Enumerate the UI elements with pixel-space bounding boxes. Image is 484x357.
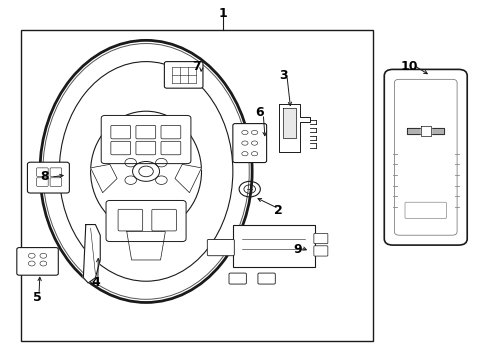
Ellipse shape [251, 130, 257, 135]
Polygon shape [283, 108, 295, 138]
Ellipse shape [251, 141, 257, 145]
Text: 5: 5 [33, 291, 42, 304]
FancyBboxPatch shape [313, 233, 327, 244]
FancyBboxPatch shape [257, 273, 275, 284]
FancyBboxPatch shape [232, 225, 314, 267]
Ellipse shape [29, 261, 35, 266]
Ellipse shape [251, 152, 257, 156]
FancyBboxPatch shape [118, 209, 142, 231]
Polygon shape [126, 232, 165, 260]
FancyBboxPatch shape [28, 162, 69, 193]
Polygon shape [175, 164, 201, 193]
Ellipse shape [40, 40, 252, 302]
FancyBboxPatch shape [151, 209, 176, 231]
Polygon shape [278, 104, 309, 152]
Ellipse shape [242, 141, 247, 145]
Ellipse shape [40, 253, 46, 258]
FancyBboxPatch shape [161, 141, 181, 155]
FancyBboxPatch shape [50, 168, 61, 176]
Ellipse shape [59, 62, 232, 281]
FancyBboxPatch shape [232, 124, 266, 162]
FancyBboxPatch shape [313, 246, 327, 256]
Text: 3: 3 [279, 69, 287, 82]
FancyBboxPatch shape [164, 62, 202, 88]
FancyBboxPatch shape [111, 125, 130, 139]
Text: 1: 1 [218, 7, 227, 20]
Ellipse shape [91, 111, 201, 232]
Polygon shape [407, 128, 423, 134]
Text: 8: 8 [40, 170, 49, 183]
FancyBboxPatch shape [50, 178, 61, 186]
Ellipse shape [242, 130, 247, 135]
Polygon shape [427, 128, 443, 134]
Bar [21, 30, 372, 341]
FancyBboxPatch shape [207, 240, 234, 256]
FancyBboxPatch shape [136, 125, 155, 139]
Ellipse shape [29, 253, 35, 258]
Text: 7: 7 [192, 60, 201, 74]
FancyBboxPatch shape [161, 125, 181, 139]
Ellipse shape [40, 261, 46, 266]
FancyBboxPatch shape [36, 178, 48, 186]
FancyBboxPatch shape [101, 115, 191, 164]
Text: 4: 4 [91, 276, 100, 290]
Text: 2: 2 [274, 204, 283, 217]
Polygon shape [420, 126, 430, 136]
FancyBboxPatch shape [17, 247, 58, 275]
Text: 6: 6 [255, 106, 263, 120]
FancyBboxPatch shape [106, 201, 186, 242]
FancyBboxPatch shape [111, 141, 130, 155]
Text: 10: 10 [399, 60, 417, 74]
Polygon shape [83, 225, 100, 283]
FancyBboxPatch shape [383, 69, 466, 245]
FancyBboxPatch shape [36, 168, 48, 176]
FancyBboxPatch shape [136, 141, 155, 155]
Ellipse shape [242, 152, 247, 156]
FancyBboxPatch shape [228, 273, 246, 284]
Text: 9: 9 [293, 243, 302, 256]
Polygon shape [91, 164, 117, 193]
